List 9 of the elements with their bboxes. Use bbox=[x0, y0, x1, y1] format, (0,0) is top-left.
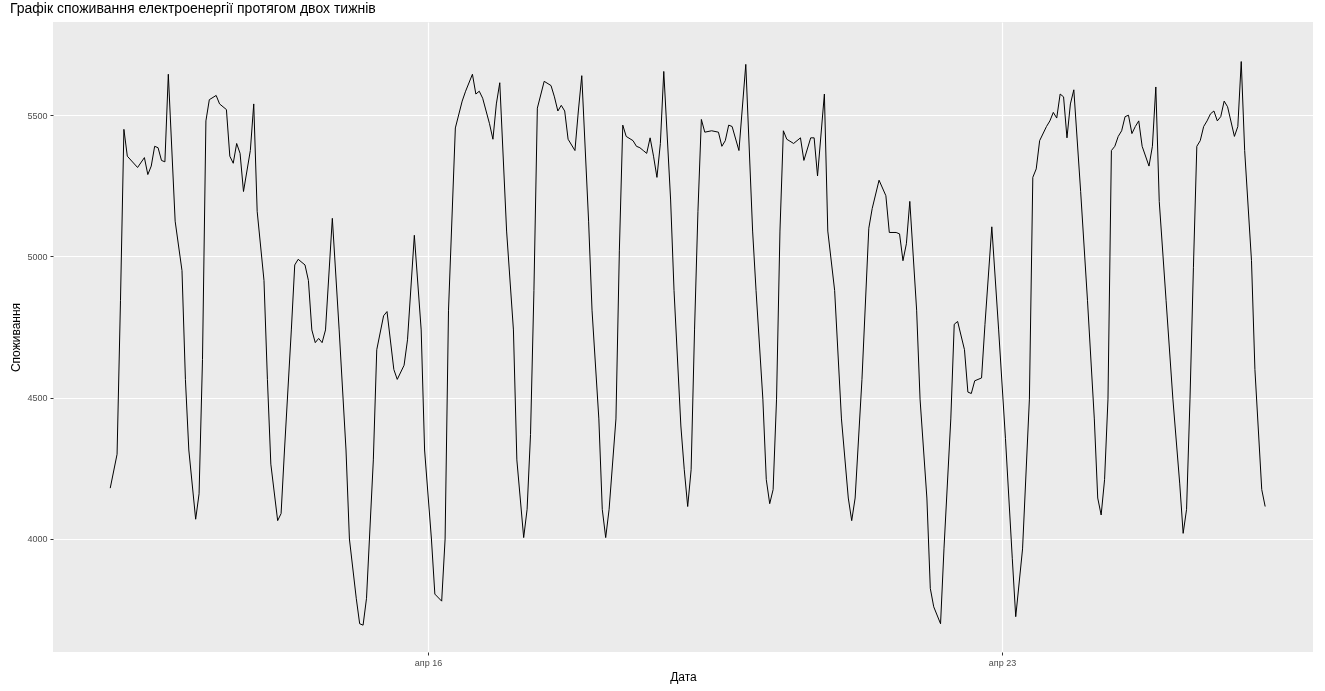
chart-title: Графік споживання електроенергії протягом двох тижнів bbox=[9, 0, 376, 16]
y-tick-label: 5000 bbox=[27, 251, 48, 262]
y-tick-label: 5500 bbox=[27, 110, 48, 121]
y-tick-label: 4000 bbox=[27, 534, 48, 545]
x-tick-label: апр 23 bbox=[988, 657, 1017, 668]
x-axis-title: Дата bbox=[670, 669, 698, 684]
y-tick-label: 4500 bbox=[27, 393, 48, 404]
y-axis-title: Споживання bbox=[9, 302, 24, 373]
x-tick-label: апр 16 bbox=[414, 657, 443, 668]
